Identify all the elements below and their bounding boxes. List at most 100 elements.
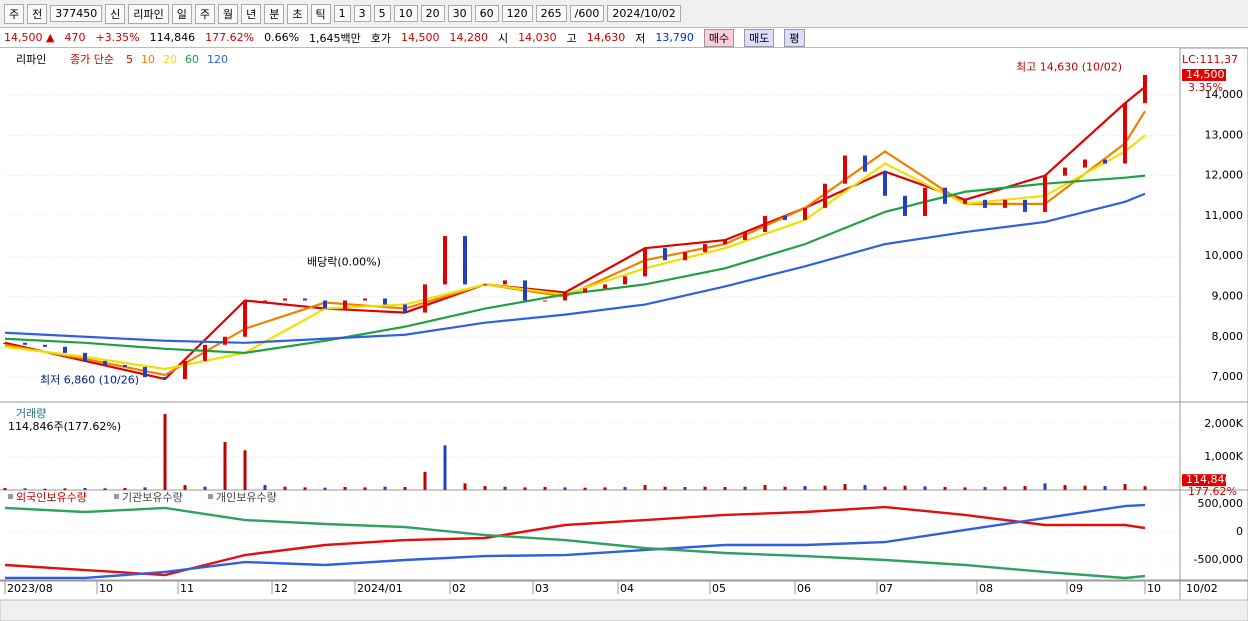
volume-bar	[703, 486, 707, 490]
toolbar-item[interactable]: 년	[241, 3, 262, 24]
volume-bar	[823, 485, 827, 490]
quote-item: 저	[635, 31, 646, 45]
candle	[1043, 175, 1047, 212]
toolbar-item[interactable]: 틱	[310, 3, 331, 24]
volume-bar	[183, 485, 187, 490]
volume-bar	[463, 483, 467, 490]
x-tick-label: 10	[99, 582, 113, 595]
volume-bar	[643, 485, 647, 490]
volume-bar	[323, 487, 327, 490]
toolbar-item[interactable]: 265	[535, 5, 567, 22]
candle	[163, 377, 167, 380]
toolbar-item[interactable]: 30	[447, 5, 472, 22]
volume-bar	[743, 486, 747, 490]
toolbar-item[interactable]: 5	[373, 5, 391, 22]
scrollbar	[0, 599, 1248, 621]
series-line	[4, 505, 1146, 577]
candle	[363, 298, 367, 301]
candle	[1143, 74, 1147, 104]
toolbar-item[interactable]: 신	[105, 3, 126, 24]
candle	[1063, 167, 1067, 176]
candle	[483, 284, 487, 286]
toolbar: 주 전 377450 신 리파인 일 주 월 년 분 초 틱 1 3 5 10 20 30 60 120 265/600…	[0, 0, 1248, 28]
toolbar-item[interactable]: 377450	[50, 5, 103, 22]
candle	[63, 346, 67, 353]
last-label: 114,846	[1186, 473, 1232, 486]
y-tick-label: 8,000	[1212, 330, 1244, 343]
lc-label: LC:111,37	[1182, 53, 1238, 66]
volume-bar	[923, 486, 927, 490]
candle	[803, 207, 807, 220]
volume-bar	[583, 487, 587, 490]
toolbar-item[interactable]: 초	[287, 3, 308, 24]
candle	[863, 155, 867, 172]
volume-bar	[23, 488, 27, 490]
volume-bar	[1063, 485, 1067, 490]
x-tick-label: 02	[452, 582, 466, 595]
volume-bar	[123, 488, 127, 490]
series-line	[4, 110, 1146, 377]
date-label: 10/02	[1186, 582, 1218, 595]
legend-item: 60	[185, 53, 199, 66]
y-tick-label: 14,000	[1205, 88, 1244, 101]
volume-bar	[1043, 483, 1047, 490]
volume-bar	[343, 487, 347, 490]
candle	[83, 352, 87, 361]
candle	[443, 236, 447, 285]
quote-item[interactable]: 매수	[703, 28, 735, 47]
toolbar-item[interactable]: 20	[420, 5, 445, 22]
quote-bar: 14,500 ▲ 470 +3.35% 114,846 177.62% 0.66% 1,64…	[0, 28, 1248, 48]
toolbar-item[interactable]: 2024/10/02	[607, 5, 681, 22]
candle	[623, 276, 627, 285]
volume-bar	[543, 487, 547, 490]
volume-bar	[1083, 485, 1087, 490]
candle	[323, 300, 327, 309]
toolbar-item[interactable]: 월	[218, 3, 239, 24]
toolbar-item[interactable]: 전	[27, 3, 48, 24]
series-line	[4, 134, 1146, 371]
y-tick-label: 2,000K	[1204, 417, 1243, 430]
candle	[743, 232, 747, 241]
volume-bar	[283, 486, 287, 490]
toolbar-item[interactable]: 60	[474, 5, 499, 22]
y-tick-label: 11,000	[1205, 209, 1244, 222]
quote-item: 14,030	[518, 31, 557, 44]
volume-bar	[263, 485, 267, 490]
toolbar-item[interactable]: 일	[171, 3, 192, 24]
volume-bar	[1023, 486, 1027, 490]
volume-bar	[1123, 484, 1127, 490]
toolbar-item[interactable]: /600	[569, 5, 605, 22]
volume-bar	[363, 487, 367, 490]
toolbar-item[interactable]: 1	[333, 5, 351, 22]
toolbar-item[interactable]: 3	[353, 5, 371, 22]
toolbar-item[interactable]: 리파인	[128, 3, 169, 24]
series-line	[4, 86, 1146, 381]
volume-bar	[803, 486, 807, 490]
legend-swatch	[208, 494, 213, 499]
candle	[523, 280, 527, 301]
legend-label: 종가 단순	[70, 53, 114, 66]
candle	[103, 360, 107, 365]
volume-bar	[683, 487, 687, 490]
toolbar-item[interactable]: 주	[4, 3, 25, 24]
candle	[703, 244, 707, 253]
panel-subtitle: 114,846주(177.62%)	[8, 420, 121, 433]
toolbar-item[interactable]: 분	[264, 3, 285, 24]
volume-bar	[403, 487, 407, 490]
candle	[683, 252, 687, 261]
volume-bar	[143, 487, 147, 490]
quote-item: 14,280	[449, 31, 489, 44]
quote-item[interactable]: 매도	[744, 28, 775, 47]
y-tick-label: 0	[1236, 525, 1243, 538]
toolbar-item[interactable]: 120	[501, 5, 533, 22]
candle	[543, 300, 547, 302]
toolbar-item[interactable]: 주	[194, 3, 215, 24]
volume-bar	[443, 445, 447, 490]
volume-bar	[963, 487, 967, 490]
quote-item[interactable]: 평	[784, 28, 805, 47]
toolbar-item[interactable]: 10	[393, 5, 418, 22]
candle	[963, 199, 967, 204]
candle	[643, 248, 647, 277]
candle	[463, 236, 467, 285]
volume-bar	[663, 486, 667, 490]
